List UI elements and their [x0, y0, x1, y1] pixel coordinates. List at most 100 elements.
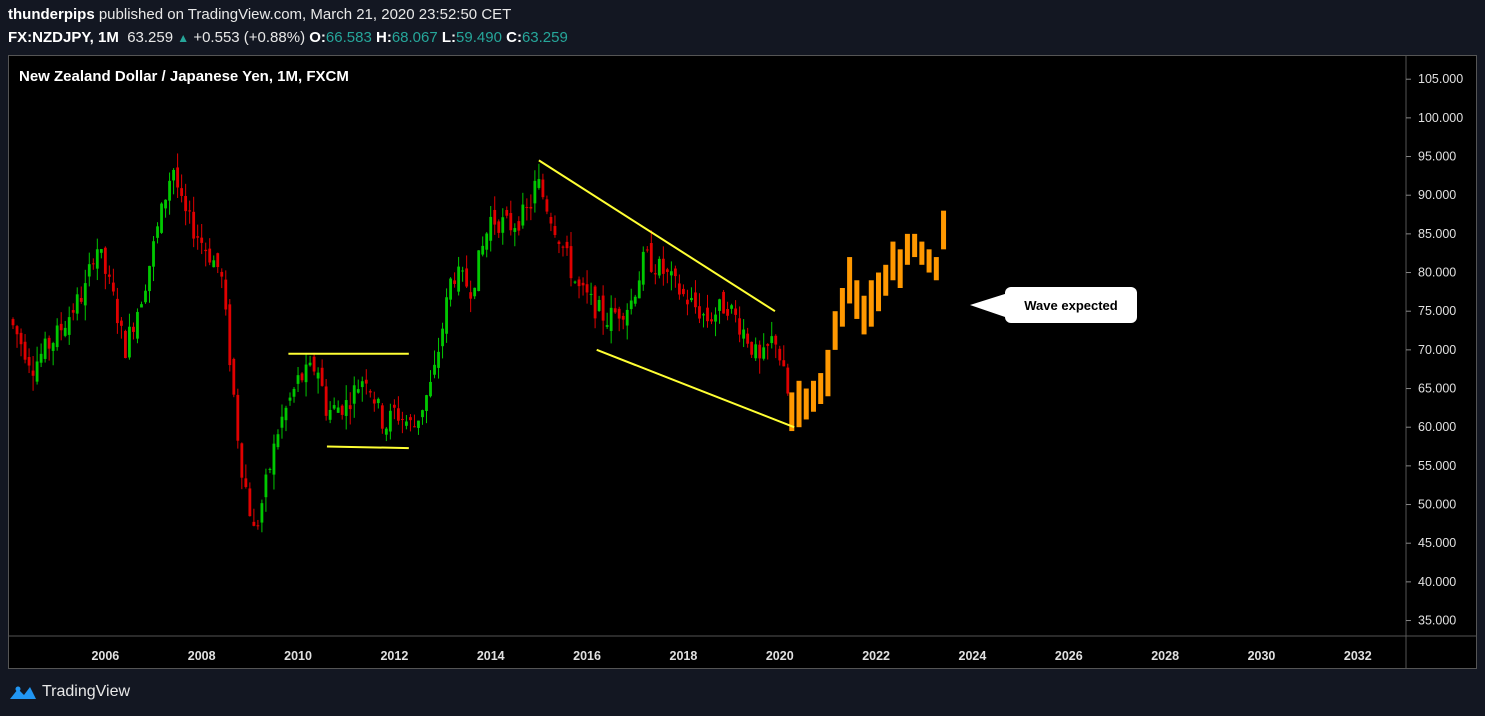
annotation-callout[interactable]: Wave expected [1005, 287, 1137, 323]
projection-bar [904, 233, 910, 265]
open-label: O: [309, 29, 326, 46]
candle-body [561, 246, 565, 248]
candle-body [107, 274, 111, 277]
candle-body [469, 292, 473, 299]
candle-body [256, 525, 260, 527]
chart-frame[interactable] [8, 55, 1477, 669]
up-arrow-icon: ▲ [177, 31, 190, 45]
candle-body [505, 209, 509, 216]
tradingview-logo[interactable]: TradingView [8, 683, 130, 701]
candle-body [172, 169, 175, 181]
trendline [596, 348, 795, 429]
projection-bar [876, 272, 882, 312]
candle-body [585, 284, 589, 293]
projection-bar [890, 241, 896, 281]
candle-body [204, 249, 208, 252]
candle-body [67, 317, 71, 335]
x-tick-label: 2010 [284, 649, 312, 663]
author-name[interactable]: thunderpips [8, 6, 95, 23]
candle-body [429, 381, 432, 397]
candle-body [553, 226, 557, 236]
candle-body [236, 394, 240, 441]
x-tick-label: 2008 [188, 649, 216, 663]
y-tick-label: 65.000 [1418, 382, 1456, 396]
candle-body [388, 410, 392, 432]
candle-body [392, 404, 396, 408]
candle-body [682, 288, 685, 295]
candle-body [609, 307, 613, 331]
candle-body [549, 217, 553, 224]
candle-body [356, 389, 360, 393]
candle-body [348, 405, 352, 410]
candle-body [645, 249, 649, 251]
candle-body [686, 299, 689, 305]
candle-body [264, 474, 268, 498]
candle-body [248, 488, 252, 517]
y-tick-label: 90.000 [1418, 188, 1456, 202]
candle-body [754, 344, 758, 359]
y-tick-label: 35.000 [1418, 614, 1456, 628]
candle-body [465, 268, 469, 287]
trendline [538, 159, 776, 313]
candle-body [308, 362, 312, 366]
projection-bar [868, 280, 874, 327]
y-tick-label: 40.000 [1418, 575, 1456, 589]
candle-body [200, 237, 204, 243]
candle-body [103, 247, 107, 274]
candle-body [613, 308, 617, 313]
candle-body [184, 196, 188, 212]
candle-body [545, 199, 549, 212]
candle-body [513, 228, 517, 232]
candle-body [597, 299, 601, 312]
candle-body [196, 236, 200, 238]
candle-body [557, 241, 561, 244]
candle-body [280, 416, 284, 428]
candle-body [573, 281, 577, 283]
candle-body [124, 330, 127, 359]
candle-body [71, 310, 75, 313]
candle-body [657, 258, 661, 276]
candle-body [79, 297, 83, 302]
candle-body [168, 180, 171, 201]
candle-body [722, 291, 725, 314]
candle-body [665, 269, 669, 272]
projection-bar [810, 380, 816, 412]
high-label: H: [375, 29, 392, 46]
candle-body [396, 408, 400, 421]
candle-body [132, 326, 135, 332]
candle-body [481, 245, 485, 255]
candle-body [457, 266, 461, 292]
candle-body [23, 341, 27, 360]
x-tick-label: 2020 [766, 649, 794, 663]
candle-body [677, 283, 681, 295]
candle-body [409, 417, 412, 421]
candle-body [87, 264, 91, 277]
y-tick-label: 100.000 [1418, 111, 1463, 125]
candle-body [477, 250, 481, 291]
high-value: 68.067 [391, 29, 438, 46]
y-tick-label: 85.000 [1418, 227, 1456, 241]
candle-body [63, 327, 67, 336]
last-price: 63.259 [127, 29, 174, 46]
candle-body [376, 398, 380, 404]
candle-body [35, 361, 39, 382]
x-tick-label: 2032 [1344, 649, 1372, 663]
tradingview-brand: TradingView [42, 683, 131, 700]
projection-bar [818, 373, 824, 404]
projection-bar [883, 264, 889, 296]
candle-body [762, 347, 766, 359]
quote-bar: FX:NZDJPY, 1M 63.259 ▲ +0.553 (+0.88%) O… [8, 29, 568, 46]
candle-body [11, 319, 15, 326]
candle-body [140, 304, 143, 308]
candle-body [372, 399, 376, 404]
candle-body [485, 233, 489, 250]
close-label: C: [506, 29, 522, 46]
candle-body [300, 373, 304, 381]
symbol-label[interactable]: FX:NZDJPY, 1M [8, 29, 119, 46]
candle-body [782, 360, 786, 367]
candle-body [746, 333, 750, 344]
candle-body [601, 295, 605, 321]
candle-body [669, 271, 673, 276]
candle-body [368, 391, 372, 393]
